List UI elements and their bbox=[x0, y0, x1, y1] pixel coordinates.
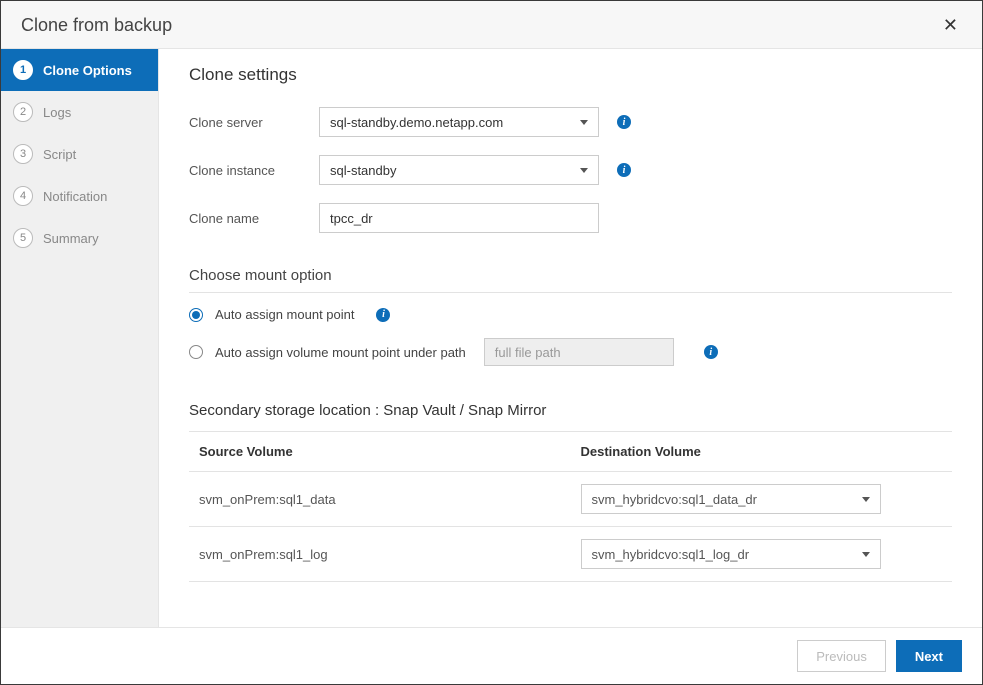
step-label: Summary bbox=[43, 231, 99, 246]
modal-header: Clone from backup ✕ bbox=[1, 1, 982, 49]
clone-settings-title: Clone settings bbox=[189, 65, 952, 85]
clone-instance-row: Clone instance sql-standby i bbox=[189, 155, 952, 185]
clone-server-value: sql-standby.demo.netapp.com bbox=[330, 115, 503, 130]
clone-name-input[interactable]: tpcc_dr bbox=[319, 203, 599, 233]
clone-server-select[interactable]: sql-standby.demo.netapp.com bbox=[319, 107, 599, 137]
destination-volume-value: svm_hybridcvo:sql1_data_dr bbox=[592, 492, 757, 507]
step-label: Script bbox=[43, 147, 76, 162]
chevron-down-icon bbox=[862, 497, 870, 502]
auto-assign-path-radio[interactable] bbox=[189, 345, 203, 359]
auto-assign-path-row: Auto assign volume mount point under pat… bbox=[189, 338, 952, 366]
chevron-down-icon bbox=[862, 552, 870, 557]
step-number: 2 bbox=[13, 102, 33, 122]
destination-volume-select[interactable]: svm_hybridcvo:sql1_log_dr bbox=[581, 539, 881, 569]
clone-server-row: Clone server sql-standby.demo.netapp.com… bbox=[189, 107, 952, 137]
info-icon[interactable]: i bbox=[617, 115, 631, 129]
previous-button[interactable]: Previous bbox=[797, 640, 886, 672]
mount-path-placeholder: full file path bbox=[495, 345, 561, 360]
auto-assign-mount-label: Auto assign mount point bbox=[215, 307, 354, 322]
step-number: 1 bbox=[13, 60, 33, 80]
mount-option-title: Choose mount option bbox=[189, 267, 952, 284]
clone-instance-value: sql-standby bbox=[330, 163, 396, 178]
secondary-storage-title: Secondary storage location : Snap Vault … bbox=[189, 402, 952, 419]
clone-name-label: Clone name bbox=[189, 211, 319, 226]
destination-volume-select[interactable]: svm_hybridcvo:sql1_data_dr bbox=[581, 484, 881, 514]
wizard-sidebar: 1 Clone Options 2 Logs 3 Script 4 Notifi… bbox=[1, 49, 159, 627]
table-row: svm_onPrem:sql1_log svm_hybridcvo:sql1_l… bbox=[189, 527, 952, 582]
auto-assign-mount-radio[interactable] bbox=[189, 308, 203, 322]
sidebar-item-script[interactable]: 3 Script bbox=[1, 133, 158, 175]
modal-footer: Previous Next bbox=[1, 627, 982, 684]
clone-name-value: tpcc_dr bbox=[330, 211, 373, 226]
modal-title: Clone from backup bbox=[21, 15, 172, 36]
step-label: Clone Options bbox=[43, 63, 132, 78]
destination-volume-value: svm_hybridcvo:sql1_log_dr bbox=[592, 547, 750, 562]
chevron-down-icon bbox=[580, 120, 588, 125]
clone-instance-select[interactable]: sql-standby bbox=[319, 155, 599, 185]
sidebar-item-clone-options[interactable]: 1 Clone Options bbox=[1, 49, 158, 91]
sidebar-item-summary[interactable]: 5 Summary bbox=[1, 217, 158, 259]
close-button[interactable]: ✕ bbox=[939, 15, 962, 36]
source-volume-cell: svm_onPrem:sql1_data bbox=[189, 472, 571, 526]
content-panel: Clone settings Clone server sql-standby.… bbox=[159, 49, 982, 627]
col-destination: Destination Volume bbox=[571, 432, 953, 471]
auto-assign-mount-row: Auto assign mount point i bbox=[189, 307, 952, 322]
sidebar-item-logs[interactable]: 2 Logs bbox=[1, 91, 158, 133]
auto-assign-path-label: Auto assign volume mount point under pat… bbox=[215, 345, 466, 360]
clone-instance-label: Clone instance bbox=[189, 163, 319, 178]
table-header: Source Volume Destination Volume bbox=[189, 431, 952, 472]
info-icon[interactable]: i bbox=[376, 308, 390, 322]
next-button[interactable]: Next bbox=[896, 640, 962, 672]
mount-path-input[interactable]: full file path bbox=[484, 338, 674, 366]
chevron-down-icon bbox=[580, 168, 588, 173]
info-icon[interactable]: i bbox=[617, 163, 631, 177]
step-number: 5 bbox=[13, 228, 33, 248]
divider bbox=[189, 292, 952, 293]
clone-from-backup-modal: Clone from backup ✕ 1 Clone Options 2 Lo… bbox=[0, 0, 983, 685]
step-number: 4 bbox=[13, 186, 33, 206]
clone-server-label: Clone server bbox=[189, 115, 319, 130]
step-label: Notification bbox=[43, 189, 107, 204]
info-icon[interactable]: i bbox=[704, 345, 718, 359]
step-label: Logs bbox=[43, 105, 71, 120]
step-number: 3 bbox=[13, 144, 33, 164]
table-row: svm_onPrem:sql1_data svm_hybridcvo:sql1_… bbox=[189, 472, 952, 527]
storage-table: Source Volume Destination Volume svm_onP… bbox=[189, 431, 952, 582]
destination-volume-cell: svm_hybridcvo:sql1_data_dr bbox=[571, 472, 953, 526]
col-source: Source Volume bbox=[189, 432, 571, 471]
sidebar-item-notification[interactable]: 4 Notification bbox=[1, 175, 158, 217]
destination-volume-cell: svm_hybridcvo:sql1_log_dr bbox=[571, 527, 953, 581]
clone-name-row: Clone name tpcc_dr bbox=[189, 203, 952, 233]
source-volume-cell: svm_onPrem:sql1_log bbox=[189, 527, 571, 581]
modal-body: 1 Clone Options 2 Logs 3 Script 4 Notifi… bbox=[1, 49, 982, 627]
